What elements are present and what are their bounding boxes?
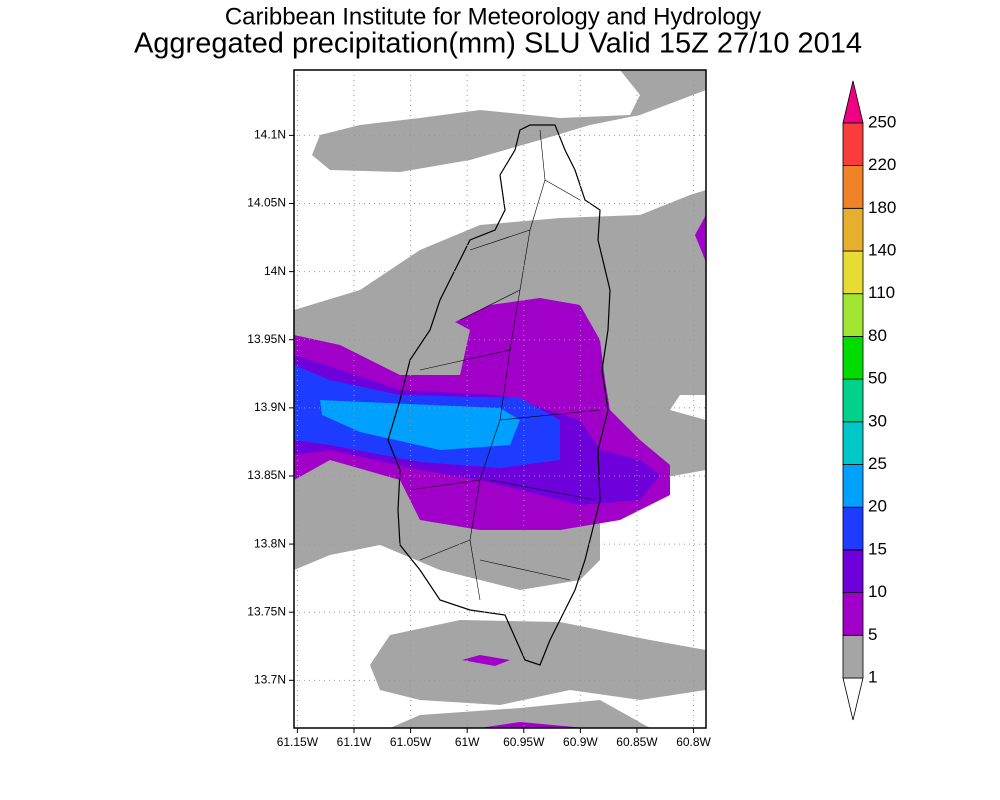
colorbar-label: 250 [868, 112, 896, 131]
colorbar-bin [842, 634, 864, 679]
colorbar-label: 20 [868, 497, 887, 516]
colorbar-bin [842, 421, 864, 465]
colorbar-bin [842, 335, 864, 380]
colorbar-label: 140 [868, 240, 896, 259]
colorbar-bin [842, 464, 864, 508]
colorbar-bin [842, 378, 864, 423]
colorbar-label: 5 [868, 625, 877, 644]
x-tick-label: 60.95W [503, 735, 545, 749]
colorbar-label: 1 [868, 667, 877, 686]
x-tick-label: 61W [455, 735, 480, 749]
colorbar-label: 180 [868, 198, 896, 217]
plot-frame [293, 69, 707, 729]
precipitation-field [294, 70, 706, 728]
y-tick-label: 14.05N [247, 196, 286, 210]
colorbar-bin [842, 122, 864, 167]
y-tick-label: 13.8N [254, 536, 286, 550]
colorbar-label: 15 [868, 539, 887, 558]
x-tick-label: 60.85W [616, 735, 658, 749]
y-tick-label: 13.75N [247, 604, 286, 618]
colorbar-low [842, 677, 864, 721]
colorbar-bin [842, 165, 864, 209]
y-tick-label: 13.85N [247, 468, 286, 482]
colorbar-bin [842, 506, 864, 551]
colorbar-label: 30 [868, 411, 887, 430]
colorbar-label: 25 [868, 454, 887, 473]
colorbar-label: 80 [868, 326, 887, 345]
colorbar-bin [842, 207, 864, 252]
title: Caribbean Institute for Meteorology and … [225, 3, 761, 30]
colorbar-label: 110 [868, 283, 895, 302]
colorbar-bin [842, 592, 864, 636]
axes: 61.15W 61.1W 61.05W 61W 60.95W 60.9W 60.85W 60.… [247, 128, 711, 750]
x-tick-label: 61.05W [390, 735, 432, 749]
y-tick-label: 13.7N [254, 672, 286, 686]
x-tick-label: 60.8W [676, 735, 711, 749]
x-tick-label: 61.15W [277, 735, 319, 749]
colorbar-bin [842, 549, 864, 594]
y-tick-label: 13.95N [247, 332, 286, 346]
colorbar-label: 220 [868, 155, 896, 174]
colorbar-label: 10 [868, 582, 887, 601]
colorbar-high [842, 80, 864, 124]
subtitle: Aggregated precipitation(mm) SLU Valid 1… [134, 28, 862, 60]
colorbar-bin [842, 293, 864, 337]
y-tick-label: 14N [264, 264, 286, 278]
x-tick-label: 61.1W [337, 735, 372, 749]
colorbar-bin [842, 250, 864, 295]
x-tick-label: 60.9W [563, 735, 598, 749]
y-tick-label: 14.1N [254, 128, 286, 142]
colorbar-label: 50 [868, 369, 887, 388]
grid [294, 70, 706, 728]
y-tick-label: 13.9N [254, 400, 286, 414]
